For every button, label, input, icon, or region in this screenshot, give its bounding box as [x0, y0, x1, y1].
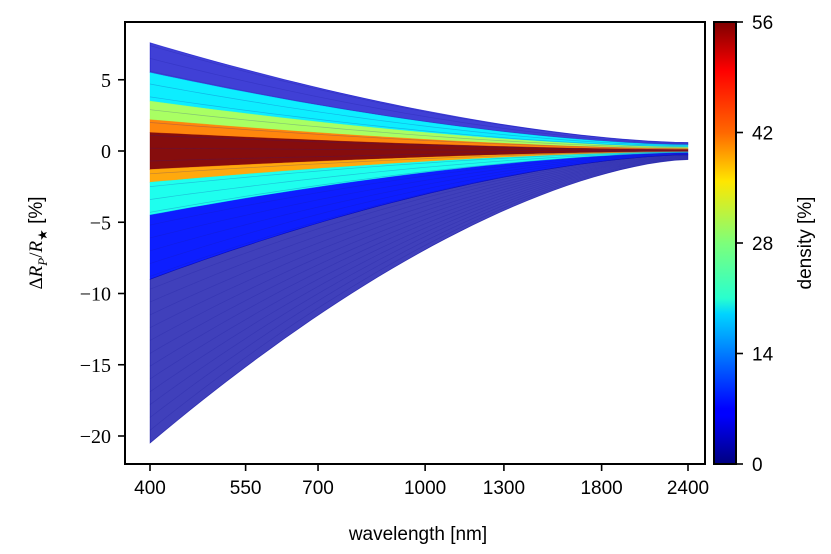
spectrum-line	[149, 70, 689, 146]
plot-frame	[124, 21, 706, 465]
y-tick-label: −5	[90, 212, 111, 234]
colorbar-ticks: 0 14 28 42 56	[736, 13, 774, 476]
spectrum-line	[149, 156, 689, 367]
spectrum-line	[149, 153, 689, 239]
spectrum-line	[149, 154, 689, 290]
svg-text:ΔRP/R★ [%]: ΔRP/R★ [%]	[26, 196, 50, 289]
spectrum-line	[149, 109, 689, 149]
spectrum-line	[149, 157, 689, 380]
spectrum-line	[149, 154, 689, 277]
colorbar-tick-label: 28	[752, 234, 773, 255]
spectrum-line	[149, 83, 689, 147]
y-tick-label: 5	[101, 70, 111, 92]
x-tick-label: 700	[302, 478, 334, 499]
spectrum-line	[149, 156, 689, 354]
spectrum-line	[149, 58, 689, 145]
x-tick-label: 550	[230, 478, 262, 499]
y-tick-label: −15	[80, 355, 111, 377]
colorbar-tick-label: 14	[752, 345, 774, 366]
spectrum-line	[149, 151, 688, 175]
spectrum-line	[149, 134, 689, 151]
spectrum-line	[149, 96, 689, 148]
spectrum-line	[149, 159, 689, 444]
spectrum-line	[149, 122, 689, 150]
spectrum-line	[149, 156, 689, 341]
x-axis-ticks: 400 550 700 1000 1300 1800 2400	[134, 464, 709, 499]
spectrum-line	[149, 155, 689, 316]
y-tick-label: −10	[80, 284, 111, 306]
colorbar-tick-label: 56	[752, 13, 773, 34]
spectrum-line	[149, 153, 689, 264]
x-tick-label: 1300	[483, 478, 525, 499]
colorbar-tick-label: 42	[752, 124, 773, 145]
spectrum-line	[149, 152, 689, 213]
x-tick-label: 400	[134, 478, 166, 499]
y-axis-ticks: 5 0 −5 −10 −15 −20	[80, 70, 125, 448]
spectrum-line	[149, 158, 689, 431]
x-axis-label: wavelength [nm]	[348, 524, 487, 545]
colorbar-gradient	[713, 21, 737, 465]
x-tick-label: 1000	[404, 478, 446, 499]
spectrum-line	[149, 153, 689, 252]
plot-area	[149, 42, 689, 444]
y-tick-label: −20	[80, 426, 111, 448]
x-tick-label: 2400	[667, 478, 709, 499]
y-axis-label: ΔRP/R★ [%]	[26, 196, 50, 289]
spectrum-line	[149, 45, 689, 144]
spectrum-line	[149, 151, 689, 187]
x-tick-label: 1800	[580, 478, 622, 499]
spectrum-line	[149, 150, 688, 162]
spectrum-line	[149, 155, 689, 303]
colorbar: 0 14 28 42 56 density [%]	[713, 13, 816, 476]
colorbar-label: density [%]	[795, 197, 816, 290]
spectrum-line	[149, 158, 689, 418]
spectrum-line	[149, 152, 689, 200]
colorbar-tick-label: 0	[752, 455, 763, 476]
spectrum-line	[149, 152, 689, 226]
spectrum-line	[149, 157, 689, 393]
spectrum-line	[149, 155, 689, 329]
y-tick-label: 0	[101, 141, 111, 163]
density-band	[149, 154, 689, 444]
spectrum-line	[149, 158, 689, 405]
spectrum-line	[149, 147, 688, 152]
